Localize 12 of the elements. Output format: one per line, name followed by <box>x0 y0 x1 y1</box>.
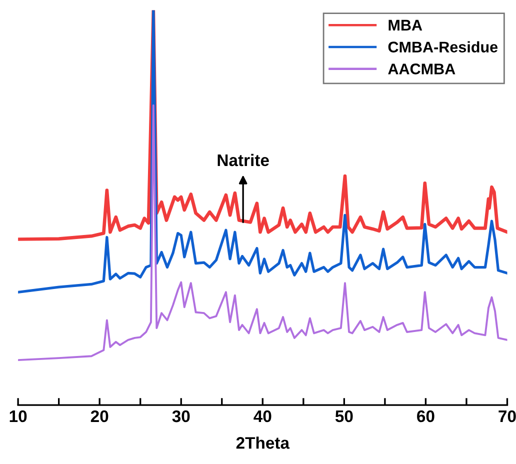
legend-label: AACMBA <box>388 64 456 74</box>
x-tick-label: 60 <box>417 410 434 422</box>
x-tick-label: 50 <box>335 410 353 422</box>
x-tick-label: 70 <box>498 410 516 422</box>
x-tick-label: 40 <box>254 410 272 422</box>
legend-label: MBA <box>388 20 422 30</box>
x-tick-label: 20 <box>90 410 108 422</box>
legend-label: CMBA-Residue <box>388 41 498 52</box>
x-tick-label: 10 <box>10 410 27 422</box>
x-tick-label: 30 <box>172 410 190 422</box>
annotation: Natrite <box>218 154 269 166</box>
x-axis-title: 2Theta <box>236 436 290 449</box>
